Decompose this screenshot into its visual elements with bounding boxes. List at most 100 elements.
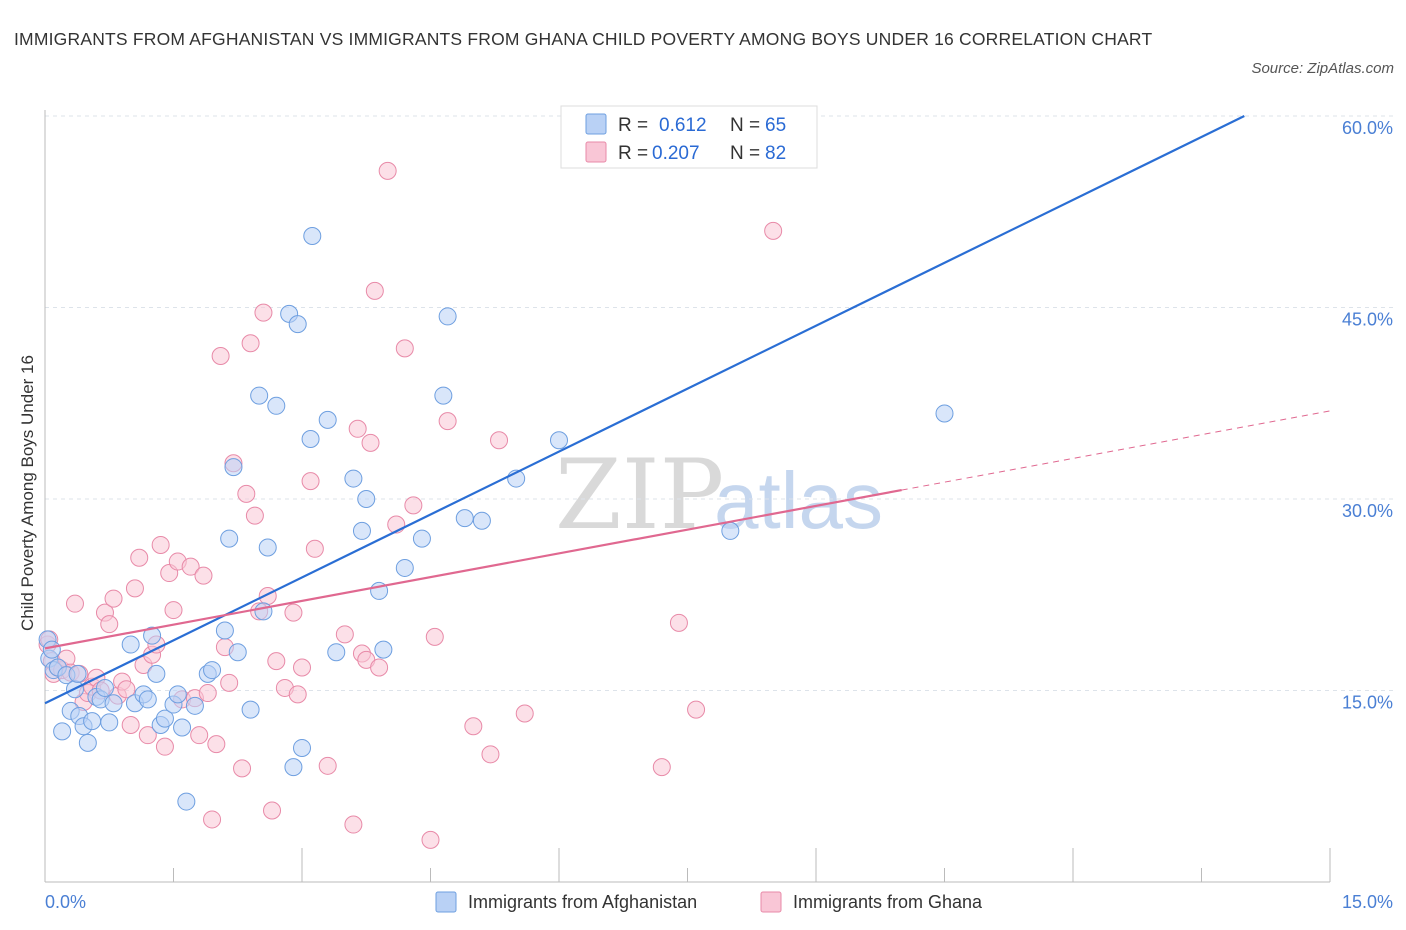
afghanistan-point-26 <box>155 709 174 728</box>
afghanistan-point-36 <box>224 458 243 477</box>
ghana-point-40 <box>207 735 226 754</box>
ghana-point-23 <box>130 548 149 567</box>
ghana-point-31 <box>164 601 183 620</box>
ghana-point-66 <box>361 433 380 452</box>
afghanistan-point-52 <box>352 521 371 540</box>
afghanistan-point-64 <box>721 521 740 540</box>
ghana-point-69 <box>378 161 397 180</box>
ghana-point-55 <box>284 603 303 622</box>
ghana-point-74 <box>425 627 444 646</box>
legend-swatch-afghanistan <box>585 113 607 135</box>
afghanistan-point-48 <box>303 227 322 246</box>
y-tick-label-1: 30.0% <box>1342 501 1393 521</box>
ghana-point-45 <box>233 759 252 778</box>
afghanistan-point-47 <box>301 429 320 448</box>
afghanistan-point-55 <box>374 640 393 659</box>
afghanistan-point-30 <box>177 792 196 811</box>
bottom-legend-swatch-ghana <box>760 891 782 913</box>
afghanistan-point-61 <box>472 511 491 530</box>
ghana-point-77 <box>481 745 500 764</box>
afghanistan-point-5 <box>53 722 72 741</box>
ghana-point-68 <box>370 658 389 677</box>
ghana-point-72 <box>404 496 423 515</box>
ghana-point-43 <box>220 673 239 692</box>
legend-n-value-ghana: 82 <box>765 143 786 164</box>
afghanistan-point-57 <box>412 529 431 548</box>
afghanistan-point-49 <box>318 410 337 429</box>
ghana-point-39 <box>203 810 222 829</box>
ghana-point-78 <box>490 431 509 450</box>
afghanistan-point-34 <box>215 621 234 640</box>
ghana-point-81 <box>669 613 688 632</box>
afghanistan-point-16 <box>95 678 114 697</box>
watermark-zip: ZIP <box>555 439 724 551</box>
legend-swatch-ghana <box>585 141 607 163</box>
ghana-point-36 <box>190 726 209 745</box>
ghana-point-76 <box>464 717 483 736</box>
bottom-legend-label-afghanistan: Immigrants from Afghanistan <box>468 892 697 912</box>
x-tick-label-min: 0.0% <box>45 892 86 912</box>
afghanistan-point-63 <box>550 431 568 450</box>
ghana-point-21 <box>121 715 140 734</box>
afghanistan-point-28 <box>168 685 187 704</box>
afghanistan-point-24 <box>147 664 166 683</box>
legend-r-value-afghanistan: 0.612 <box>659 115 707 136</box>
afghanistan-point-53 <box>357 490 376 508</box>
ghana-point-73 <box>421 830 440 849</box>
ghana-point-41 <box>211 347 230 366</box>
afghanistan-point-18 <box>104 694 123 713</box>
afghanistan-point-12 <box>78 733 97 752</box>
afghanistan-point-51 <box>344 469 363 488</box>
afghanistan-point-65 <box>935 404 954 423</box>
ghana-point-71 <box>395 339 414 358</box>
legend-n-value-afghanistan: 65 <box>765 115 786 136</box>
afghanistan-point-44 <box>284 758 303 777</box>
bottom-legend-swatch-afghanistan <box>435 891 457 913</box>
afghanistan-point-22 <box>138 690 157 709</box>
ghana-trendline <box>44 488 902 650</box>
afghanistan-point-41 <box>258 538 277 557</box>
afghanistan-point-33 <box>203 661 222 680</box>
afghanistan-trendline <box>44 115 1245 705</box>
legend-n-label-ghana: N = <box>730 143 760 164</box>
ghana-point-75 <box>438 412 457 431</box>
afghanistan-point-42 <box>267 396 286 415</box>
afghanistan-point-9 <box>68 664 87 683</box>
x-ticks <box>44 848 1331 882</box>
x-tick-label-max: 15.0% <box>1342 892 1393 912</box>
watermark-atlas: atlas <box>714 456 883 545</box>
top-legend: R = 0.612 N = 65 R = 0.207 N = 82 <box>560 105 818 169</box>
ghana-point-56 <box>288 685 307 704</box>
ghana-point-48 <box>245 506 264 525</box>
afghanistan-points <box>38 227 954 811</box>
ghana-point-80 <box>652 758 671 777</box>
ghana-point-53 <box>267 652 286 671</box>
ghana-point-83 <box>764 221 783 240</box>
afghanistan-point-58 <box>434 386 453 405</box>
afghanistan-point-37 <box>228 643 247 662</box>
afghanistan-point-29 <box>173 718 192 737</box>
afghanistan-point-38 <box>241 700 260 719</box>
afghanistan-point-60 <box>455 509 474 528</box>
ghana-point-67 <box>365 281 384 300</box>
afghanistan-point-23 <box>143 626 162 645</box>
ghana-point-28 <box>151 535 170 554</box>
afghanistan-point-59 <box>438 307 457 326</box>
ghana-point-38 <box>198 684 217 703</box>
ghana-point-37 <box>194 566 213 585</box>
ghana-point-47 <box>241 334 260 353</box>
ghana-point-16 <box>100 615 119 634</box>
legend-r-value-ghana: 0.207 <box>652 143 700 164</box>
ghana-point-46 <box>237 484 256 503</box>
ghana-point-17 <box>104 589 123 608</box>
afghanistan-point-35 <box>220 529 239 548</box>
afghanistan-point-50 <box>327 643 346 662</box>
ghana-point-8 <box>65 594 84 613</box>
ghana-point-59 <box>305 539 324 558</box>
ghana-point-62 <box>344 815 363 834</box>
y-tick-label-2: 45.0% <box>1342 310 1393 330</box>
ghana-point-63 <box>348 419 367 438</box>
ghana-point-52 <box>263 801 282 820</box>
legend-r-label-ghana: R = <box>618 143 648 164</box>
